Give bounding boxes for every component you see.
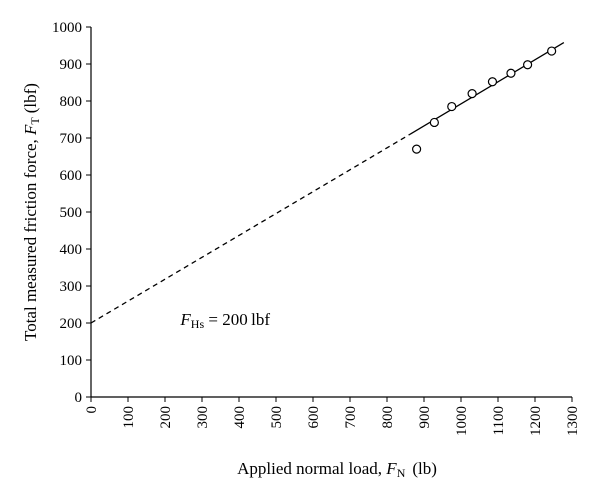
data-point (547, 46, 557, 56)
y-tick-label: 900 (60, 57, 83, 73)
data-points (412, 46, 557, 154)
y-tick-label: 600 (60, 168, 83, 184)
x-ticks: 0 100 200 300 400 500 600 700 800 900 1000 1100 1200… (84, 397, 581, 436)
x-tick-label: 100 (121, 406, 137, 429)
x-axis-label: Applied normal load, FN (lb) (237, 459, 437, 480)
x-tick-label: 1300 (565, 406, 581, 436)
data-point (487, 77, 498, 87)
data-point (447, 101, 457, 112)
y-axis-label-unit: (lbf) (21, 83, 40, 113)
y-axis-label-subscript: T (28, 117, 42, 125)
annotation-symbol: F (179, 310, 191, 329)
x-tick-label: 700 (343, 406, 359, 429)
extrapolation-dashed-line (90, 133, 411, 324)
x-tick-label: 1000 (454, 406, 470, 436)
data-point (467, 88, 477, 99)
y-axis-label: Total measured friction force, FT (lbf) (21, 83, 42, 341)
x-axis-label-symbol: F (385, 459, 397, 478)
x-tick-label: 800 (380, 406, 396, 429)
annotation-value: = 200 lbf (204, 310, 270, 329)
y-axis-label-symbol: F (21, 124, 40, 136)
y-tick-label: 1000 (52, 20, 82, 36)
x-axis-label-unit: (lb) (412, 459, 437, 478)
x-axis-label-prefix: Applied normal load, (237, 459, 386, 478)
x-tick-label: 0 (84, 406, 100, 414)
axes (90, 27, 572, 398)
y-tick-label: 300 (60, 279, 83, 295)
intercept-annotation: FHs = 200 lbf (179, 310, 270, 331)
y-tick-label: 400 (60, 242, 83, 258)
x-tick-label: 400 (232, 406, 248, 429)
x-tick-label: 500 (269, 406, 285, 429)
y-tick-label: 800 (60, 94, 83, 110)
y-axis-label-prefix: Total measured friction force, (21, 135, 40, 341)
data-point (412, 144, 422, 154)
data-point (429, 117, 439, 128)
x-tick-label: 200 (158, 406, 174, 429)
x-axis-label-subscript: N (397, 466, 406, 480)
y-tick-label: 100 (60, 353, 83, 369)
x-tick-label: 300 (195, 406, 211, 429)
y-tick-label: 0 (75, 390, 83, 406)
y-tick-label: 500 (60, 205, 83, 221)
x-tick-label: 1200 (528, 406, 544, 436)
y-tick-label: 700 (60, 131, 83, 147)
y-tick-label: 200 (60, 316, 83, 332)
x-tick-label: 900 (417, 406, 433, 429)
x-tick-label: 600 (306, 406, 322, 429)
data-point (522, 60, 533, 70)
data-point (506, 68, 516, 78)
annotation-subscript: Hs (191, 317, 205, 331)
x-tick-label: 1100 (491, 406, 507, 435)
y-ticks: 0 100 200 300 400 500 600 700 800 900 1000 (52, 20, 91, 406)
